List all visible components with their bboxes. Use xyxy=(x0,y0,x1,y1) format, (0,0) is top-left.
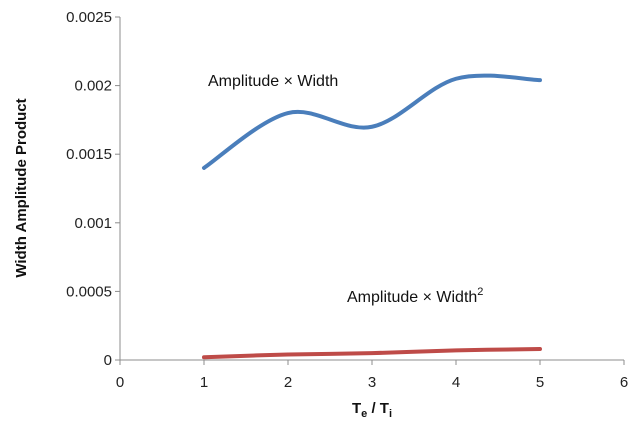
series-label-amplitude-width: Amplitude × Width xyxy=(208,73,338,90)
x-tick-label: 4 xyxy=(452,374,460,391)
y-tick-label: 0 xyxy=(104,352,112,369)
x-tick-label: 0 xyxy=(116,374,124,391)
series-label-amplitude-width-squared: Amplitude × Width2 xyxy=(347,286,483,306)
x-tick-label: 1 xyxy=(200,374,208,391)
series-layer xyxy=(204,76,540,358)
x-axis-title: Te / Ti xyxy=(352,400,392,420)
y-tick-label: 0.0015 xyxy=(66,146,112,163)
x-axis-ticks: 0 1 2 3 4 5 6 xyxy=(116,360,628,391)
x-axis-title-sub-i: i xyxy=(389,408,392,420)
series-label-superscript: 2 xyxy=(477,286,483,298)
x-tick-label: 2 xyxy=(284,374,292,391)
y-tick-label: 0.0005 xyxy=(66,283,112,300)
y-axis-title: Width Amplitude Product xyxy=(13,98,30,277)
y-tick-label: 0.002 xyxy=(74,78,112,95)
x-tick-label: 6 xyxy=(620,374,628,391)
series-label-amplitude-width-squared-text: Amplitude × Width xyxy=(347,289,477,306)
y-axis-ticks: 0 0.0005 0.001 0.0015 0.002 0.0025 xyxy=(66,9,120,369)
y-tick-label: 0.001 xyxy=(74,215,112,232)
x-axis-title-sep: / T xyxy=(367,400,389,417)
series-line-amplitude-width-squared xyxy=(204,349,540,357)
y-tick-label: 0.0025 xyxy=(66,9,112,26)
x-tick-label: 5 xyxy=(536,374,544,391)
series-label-amplitude-width-text: Amplitude × Width xyxy=(208,73,338,90)
x-axis-title-main: T xyxy=(352,400,361,417)
x-tick-label: 3 xyxy=(368,374,376,391)
